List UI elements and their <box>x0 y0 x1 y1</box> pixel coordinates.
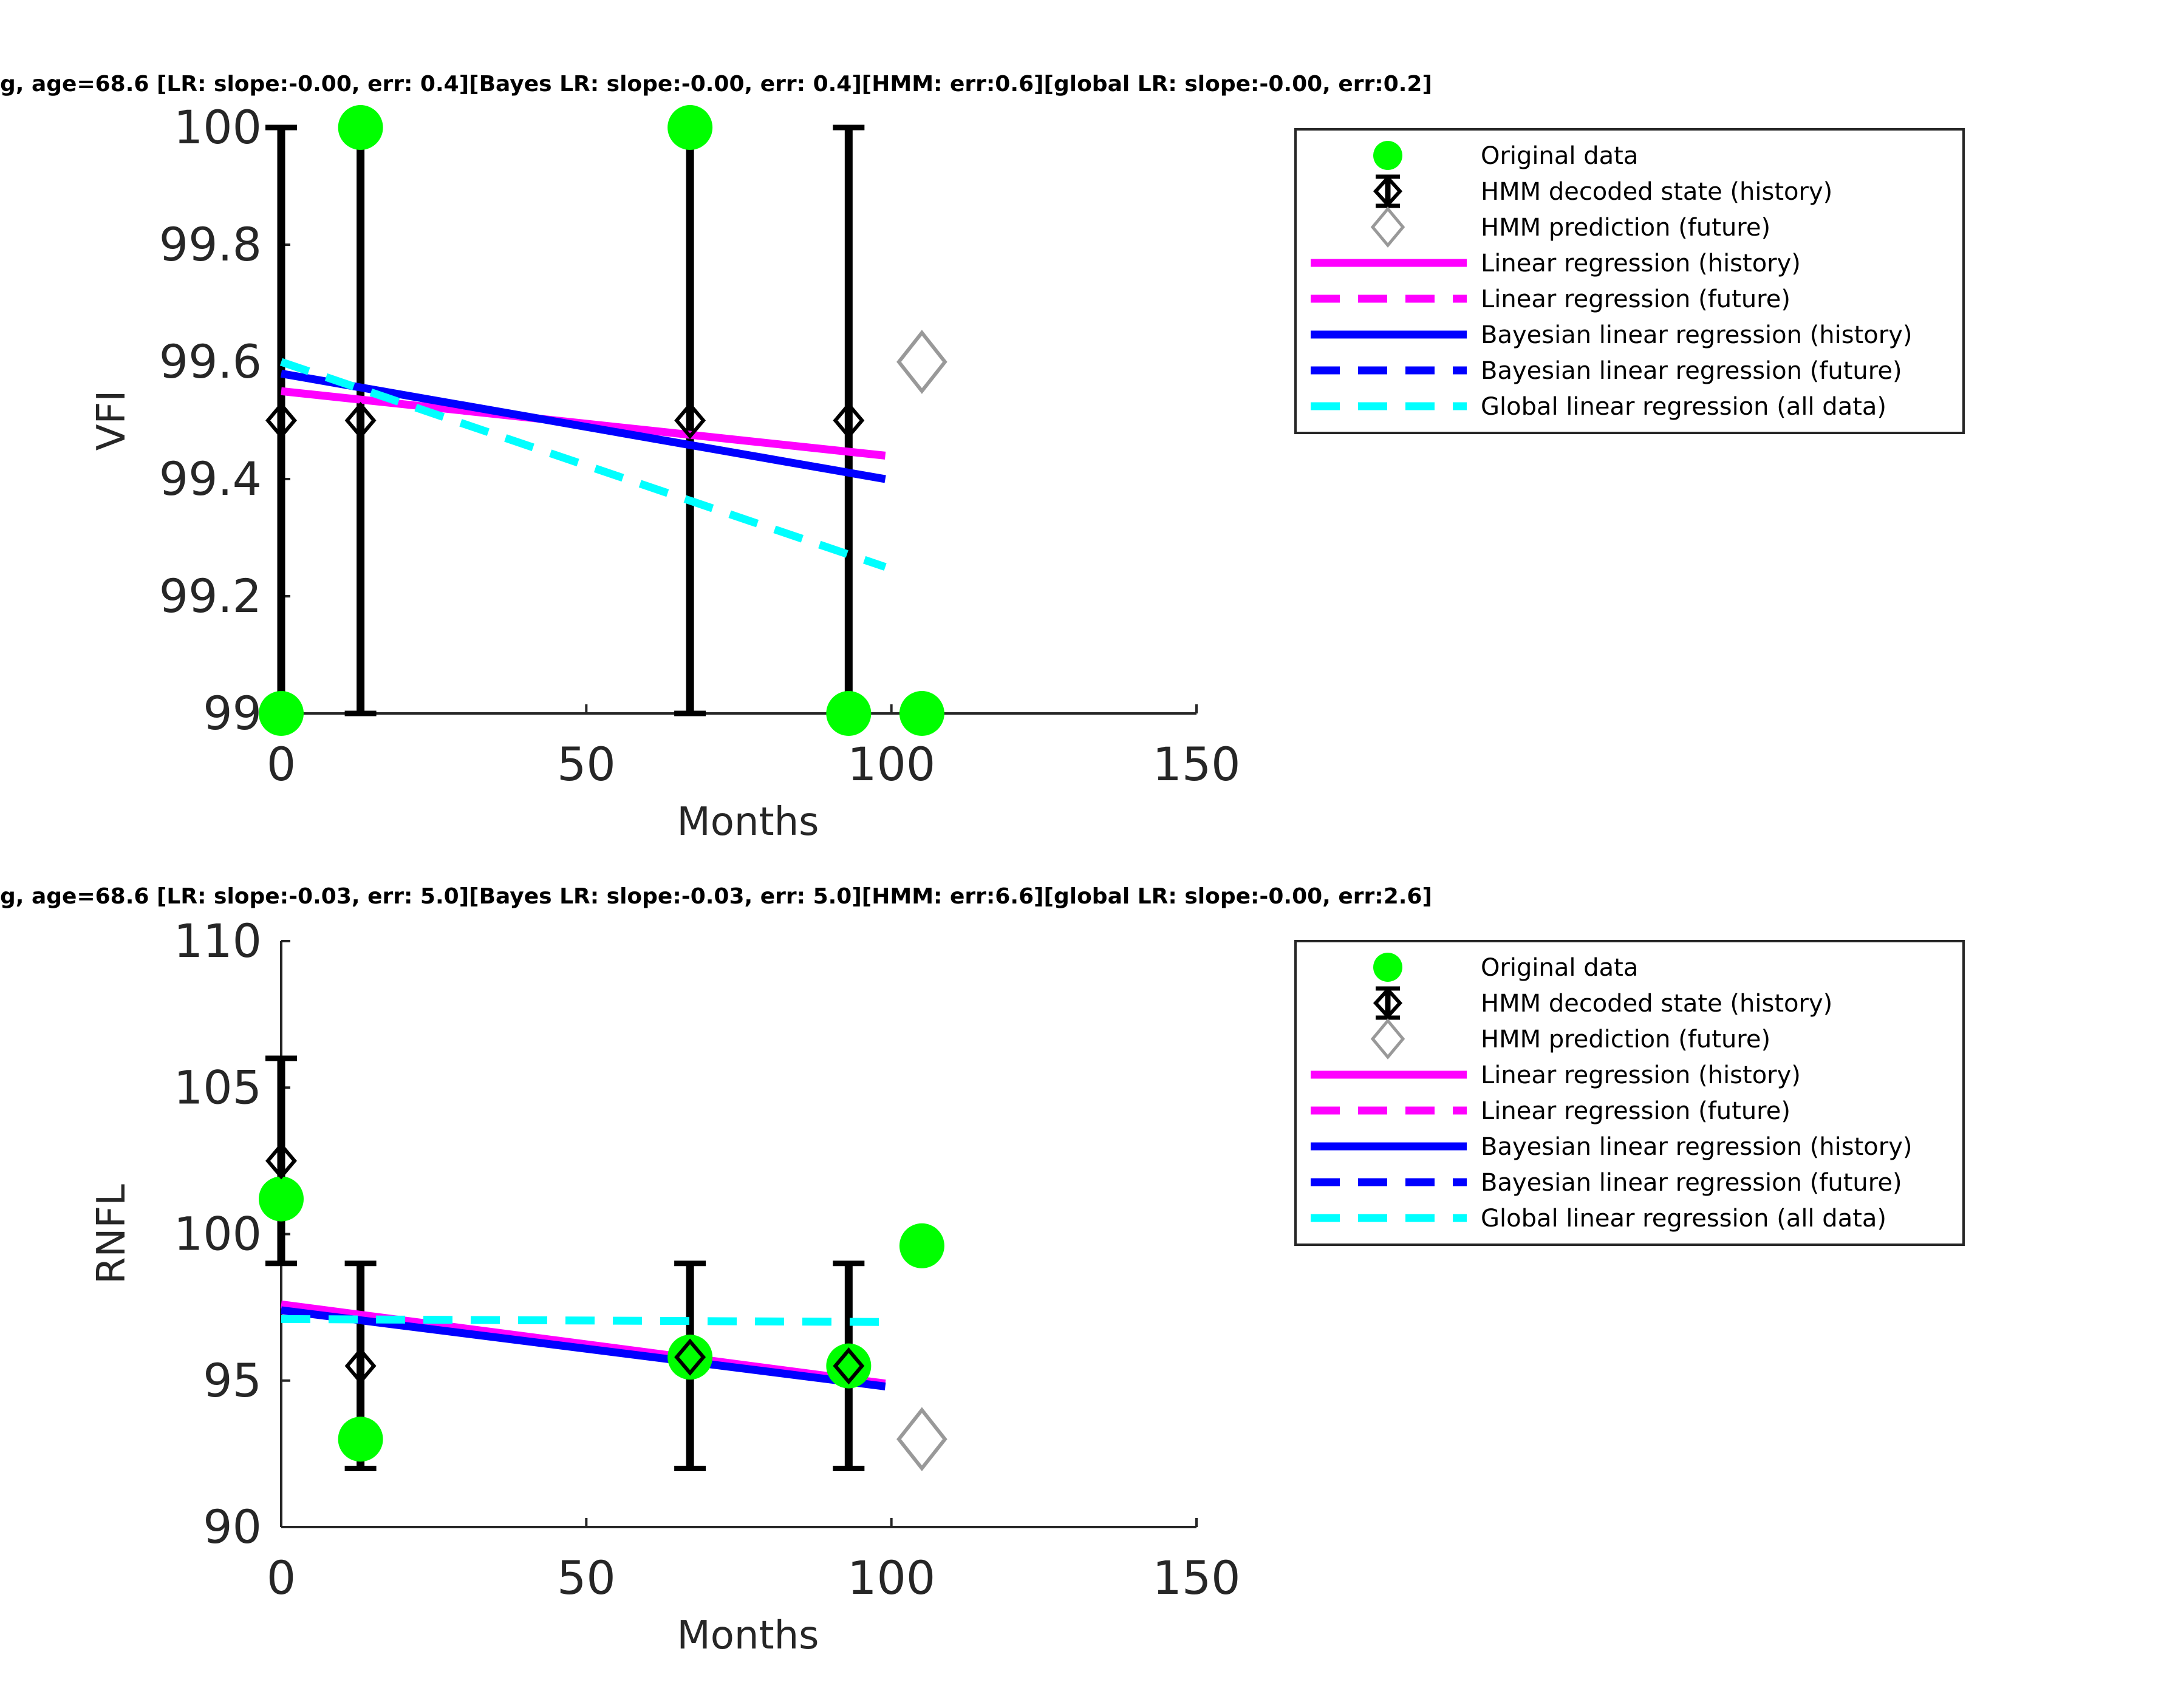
legend-box <box>1294 940 1965 1246</box>
legend-swatch-diamond <box>1373 987 1403 1019</box>
legend-label: Global linear regression (all data) <box>1481 1205 1886 1233</box>
legend-item: HMM prediction (future) <box>1370 206 1770 248</box>
legend-item: Global linear regression (all data) <box>1311 1205 1886 1233</box>
x-axis-label: Months <box>677 800 819 845</box>
y-tick-label: 99.2 <box>159 569 262 623</box>
legend-label: HMM decoded state (history) <box>1481 990 1832 1018</box>
legend-swatch-original <box>1373 953 1402 982</box>
legend-label: Linear regression (future) <box>1481 1097 1790 1125</box>
legend-label: Bayesian linear regression (future) <box>1481 357 1902 385</box>
original-data-point <box>826 1343 872 1389</box>
legend-item: Linear regression (future) <box>1311 285 1790 313</box>
x-tick-label: 0 <box>267 1551 296 1605</box>
legend: Original data HMM decoded state (history)… <box>1294 940 1965 1246</box>
y-tick-label: 110 <box>174 914 262 968</box>
legend-swatch-prediction <box>1370 1018 1405 1060</box>
x-tick-label: 0 <box>267 737 296 791</box>
rnfl-plot: g, age=68.6 [LR: slope:-0.03, err: 5.0][… <box>0 884 1965 1658</box>
y-tick-label: 99 <box>203 686 262 740</box>
original-data-point <box>259 691 304 736</box>
legend-label: Original data <box>1481 142 1638 170</box>
hmm-decoded-marker <box>265 401 297 440</box>
legend-item: Bayesian linear regression (future) <box>1311 357 1902 385</box>
y-axis-label: RNFL <box>89 1184 134 1284</box>
legend-item: HMM decoded state (history) <box>1373 174 1832 208</box>
y-tick-label: 99.4 <box>159 452 262 506</box>
hmm-decoded-marker <box>344 401 377 440</box>
hmm-decoded-marker <box>833 401 865 440</box>
vfi-plot: g, age=68.6 [LR: slope:-0.00, err: 0.4][… <box>0 72 1965 845</box>
legend-label: Linear regression (history) <box>1481 1061 1801 1089</box>
legend-swatch-prediction <box>1370 206 1405 248</box>
original-data-point <box>899 691 944 736</box>
legend-label: HMM decoded state (history) <box>1481 178 1832 206</box>
legend-item: Linear regression (history) <box>1311 1061 1801 1089</box>
hmm-prediction-marker <box>896 330 947 394</box>
legend-box <box>1294 128 1965 434</box>
legend-item: Global linear regression (all data) <box>1311 393 1886 421</box>
legend-label: Original data <box>1481 954 1638 982</box>
legend-item: Original data <box>1373 953 1638 982</box>
legend-item: Original data <box>1373 141 1638 170</box>
hmm-decoded-marker <box>265 1142 297 1180</box>
legend-item: Bayesian linear regression (history) <box>1311 1133 1913 1161</box>
y-tick-label: 100 <box>174 1207 262 1261</box>
bayesian-regression-history-line <box>280 369 886 483</box>
hmm-decoded-marker <box>344 1347 377 1385</box>
hmm-prediction-marker <box>896 1407 947 1472</box>
y-tick-label: 95 <box>203 1353 262 1407</box>
x-tick-label: 150 <box>1152 737 1240 791</box>
legend-item: Bayesian linear regression (future) <box>1311 1169 1902 1197</box>
plot-title: g, age=68.6 [LR: slope:-0.03, err: 5.0][… <box>0 884 1432 909</box>
legend-item: Linear regression (future) <box>1311 1097 1790 1125</box>
legend-label: Bayesian linear regression (history) <box>1481 321 1913 349</box>
y-tick-label: 99.8 <box>159 217 262 271</box>
legend-label: Linear regression (history) <box>1481 250 1801 277</box>
original-data-point <box>338 1417 383 1462</box>
legend-item: HMM prediction (future) <box>1370 1018 1770 1060</box>
hmm-decoded-marker <box>833 1347 865 1385</box>
legend-item: HMM decoded state (history) <box>1373 986 1832 1020</box>
y-tick-label: 105 <box>174 1060 262 1114</box>
legend: Original data HMM decoded state (history)… <box>1294 128 1965 434</box>
y-tick-label: 90 <box>203 1500 262 1554</box>
global-regression-line <box>281 1315 886 1326</box>
legend-label: Bayesian linear regression (history) <box>1481 1133 1913 1161</box>
original-data-point <box>899 1223 944 1268</box>
legend-item: Bayesian linear regression (history) <box>1311 321 1913 349</box>
original-data-point <box>826 691 872 736</box>
legend-label: Linear regression (future) <box>1481 285 1790 313</box>
x-tick-label: 150 <box>1152 1551 1240 1605</box>
legend-swatch-original <box>1373 141 1402 170</box>
x-tick-label: 50 <box>557 737 616 791</box>
original-data-point <box>667 1335 713 1380</box>
legend-label: HMM prediction (future) <box>1481 1026 1770 1053</box>
hmm-decoded-marker <box>674 1338 706 1376</box>
original-data-point <box>259 1176 304 1222</box>
x-tick-label: 50 <box>557 1551 616 1605</box>
plot-title: g, age=68.6 [LR: slope:-0.00, err: 0.4][… <box>0 72 1432 97</box>
legend-swatch-diamond <box>1373 175 1403 208</box>
legend-label: HMM prediction (future) <box>1481 214 1770 242</box>
hmm-decoded-marker <box>674 401 706 440</box>
x-tick-label: 100 <box>847 1551 935 1605</box>
legend-label: Global linear regression (all data) <box>1481 393 1886 421</box>
y-tick-label: 99.6 <box>159 335 262 389</box>
original-data-point <box>667 105 713 150</box>
x-tick-label: 100 <box>847 737 935 791</box>
legend-label: Bayesian linear regression (future) <box>1481 1169 1902 1197</box>
x-axis-label: Months <box>677 1613 819 1658</box>
legend-item: Linear regression (history) <box>1311 250 1801 277</box>
original-data-point <box>338 105 383 150</box>
y-axis-label: VFI <box>89 390 134 451</box>
y-tick-label: 100 <box>174 100 262 154</box>
global-regression-line <box>279 358 887 571</box>
